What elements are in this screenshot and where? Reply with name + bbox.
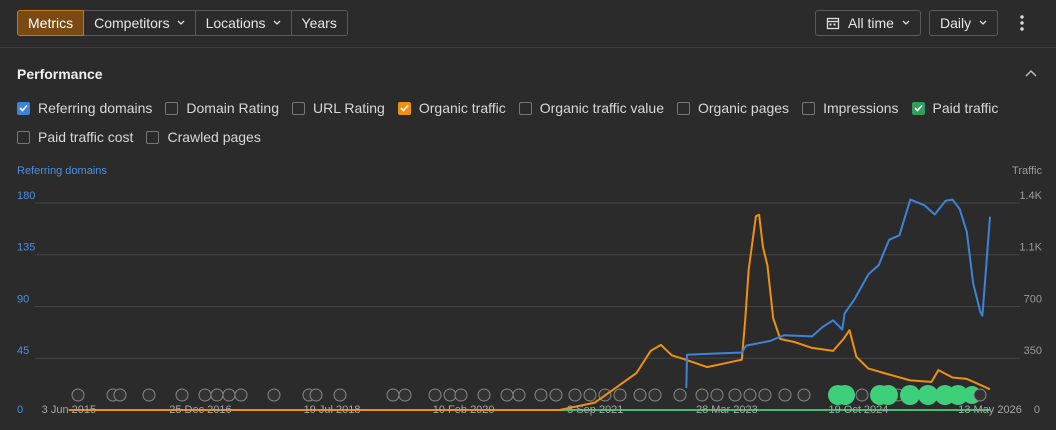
tab-label: Years <box>301 15 337 31</box>
checkbox-label: Impressions <box>823 100 899 116</box>
chevron <box>979 20 987 25</box>
check-mark <box>19 104 28 112</box>
tab-label: Metrics <box>28 15 74 31</box>
checkbox-label: URL Rating <box>313 100 385 116</box>
tab[interactable]: Locations <box>194 10 292 36</box>
y2-tick-label: 1.4K <box>1019 190 1042 202</box>
check-mark <box>913 104 923 112</box>
calendar-icon <box>826 17 840 30</box>
annotation-markers <box>71 385 987 405</box>
checkbox[interactable]: Organic pages <box>677 98 789 118</box>
checkbox-box <box>17 130 30 144</box>
series-line <box>685 198 991 389</box>
checkbox-label: Paid traffic cost <box>38 129 134 145</box>
checkbox-label: Organic pages <box>698 100 790 116</box>
toolbar: Metrics Competitors Locations Years All tim… <box>0 0 1056 48</box>
check-path <box>19 104 28 112</box>
collapse-toggle[interactable] <box>1024 68 1038 78</box>
chevron <box>273 20 280 25</box>
check-mark <box>400 104 409 112</box>
x-tick-label: 10 Feb 2020 <box>433 404 495 416</box>
tab[interactable]: Years <box>290 10 348 36</box>
x-tick-label: 3 Sep 2021 <box>567 404 623 416</box>
y2-tick-label: 350 <box>1024 345 1042 357</box>
tab[interactable]: Metrics <box>17 10 85 36</box>
x-tick-label: 13 May 2026 <box>958 404 1022 416</box>
metric-checkboxes: Referring domains Domain Rating URL Rating… <box>17 98 1047 147</box>
checkbox[interactable]: Organic traffic value <box>518 98 664 118</box>
y-tick-label: 135 <box>17 242 35 254</box>
interval-label: Daily <box>940 15 972 31</box>
checkbox-label: Crawled pages <box>167 129 261 145</box>
checkbox-label: Organic traffic <box>418 100 506 116</box>
chart: Referring domains Traffic 0 45 90 135 180 0 35… <box>17 165 1043 416</box>
checkbox-box <box>518 101 532 115</box>
checkbox-box <box>292 101 305 115</box>
checkbox[interactable]: Paid traffic <box>911 98 999 118</box>
checkbox-box <box>146 130 160 144</box>
plot-lines <box>68 198 991 411</box>
checkbox[interactable]: Impressions <box>802 98 899 118</box>
tab-label: Locations <box>205 15 266 31</box>
x-tick-label: 3 Jun 2015 <box>42 404 96 416</box>
y2-axis-title: Traffic <box>1012 165 1042 177</box>
period-button[interactable]: All time <box>815 10 921 36</box>
y-tick-label: 180 <box>17 190 35 202</box>
checkbox-box <box>911 101 925 115</box>
tab-group: Metrics Competitors Locations Years <box>17 10 348 36</box>
checkbox-label: Paid traffic <box>932 100 999 116</box>
grid <box>35 202 1020 359</box>
checkbox-box <box>397 101 411 115</box>
checkbox-label: Domain Rating <box>186 100 279 116</box>
x-tick-label: 19 Oct 2024 <box>828 404 888 416</box>
y-tick-label: 90 <box>17 293 29 305</box>
x-tick-label: 19 Jul 2018 <box>304 404 361 416</box>
y2-tick-label: 700 <box>1024 293 1042 305</box>
checkbox-label: Organic traffic value <box>539 100 664 116</box>
section-title: Performance <box>17 66 103 82</box>
checkbox[interactable]: Organic traffic <box>397 98 506 118</box>
chevron <box>902 20 910 25</box>
y2-tick-label: 0 <box>1034 404 1040 416</box>
checkbox[interactable]: Domain Rating <box>165 98 279 118</box>
chevron-path <box>177 20 185 25</box>
checkbox-box <box>802 101 816 115</box>
check-path <box>913 104 923 112</box>
y-tick-label: 45 <box>17 345 29 357</box>
y-axis-title: Referring domains <box>17 165 107 177</box>
checkbox-box <box>677 101 690 115</box>
interval-button[interactable]: Daily <box>929 10 999 36</box>
series-line <box>68 213 991 411</box>
chevron-path <box>273 20 280 25</box>
period-label: All time <box>848 15 894 31</box>
y-tick-label: 0 <box>17 404 23 416</box>
checkbox[interactable]: Paid traffic cost <box>17 127 133 147</box>
checkbox[interactable]: Crawled pages <box>146 127 261 147</box>
checkbox-box <box>165 101 179 115</box>
chevron <box>177 20 185 25</box>
checkbox[interactable]: URL Rating <box>292 98 385 118</box>
tab-label: Competitors <box>94 15 170 31</box>
x-tick-label: 25 Dec 2016 <box>169 404 231 416</box>
checkbox-box <box>17 101 30 115</box>
checkbox[interactable]: Referring domains <box>17 98 152 118</box>
tab[interactable]: Competitors <box>83 10 196 36</box>
y2-tick-label: 1.1K <box>1019 242 1042 254</box>
check-path <box>400 104 409 112</box>
x-tick-label: 28 Mar 2023 <box>696 404 758 416</box>
more-menu[interactable] <box>1018 14 1026 32</box>
checkbox-label: Referring domains <box>38 100 153 116</box>
